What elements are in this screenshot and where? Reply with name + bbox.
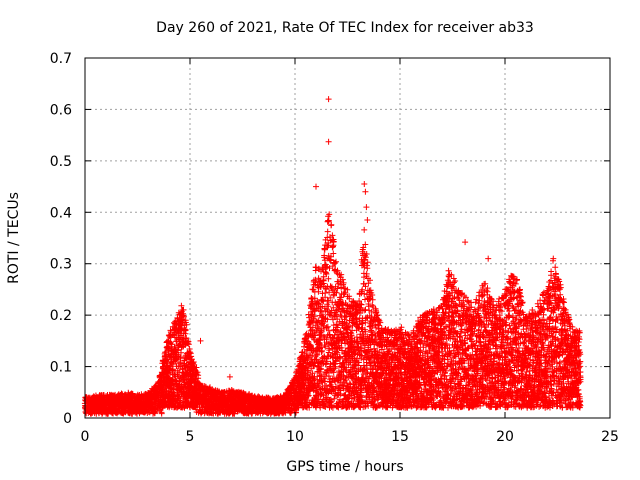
x-axis-label: GPS time / hours xyxy=(286,459,403,475)
y-axis-label: ROTI / TECUs xyxy=(6,192,22,284)
data-points xyxy=(81,96,584,417)
data-point xyxy=(118,390,125,397)
data-point xyxy=(324,228,331,235)
chart-title: Day 260 of 2021, Rate Of TEC Index for r… xyxy=(156,20,534,36)
data-point xyxy=(361,226,368,233)
